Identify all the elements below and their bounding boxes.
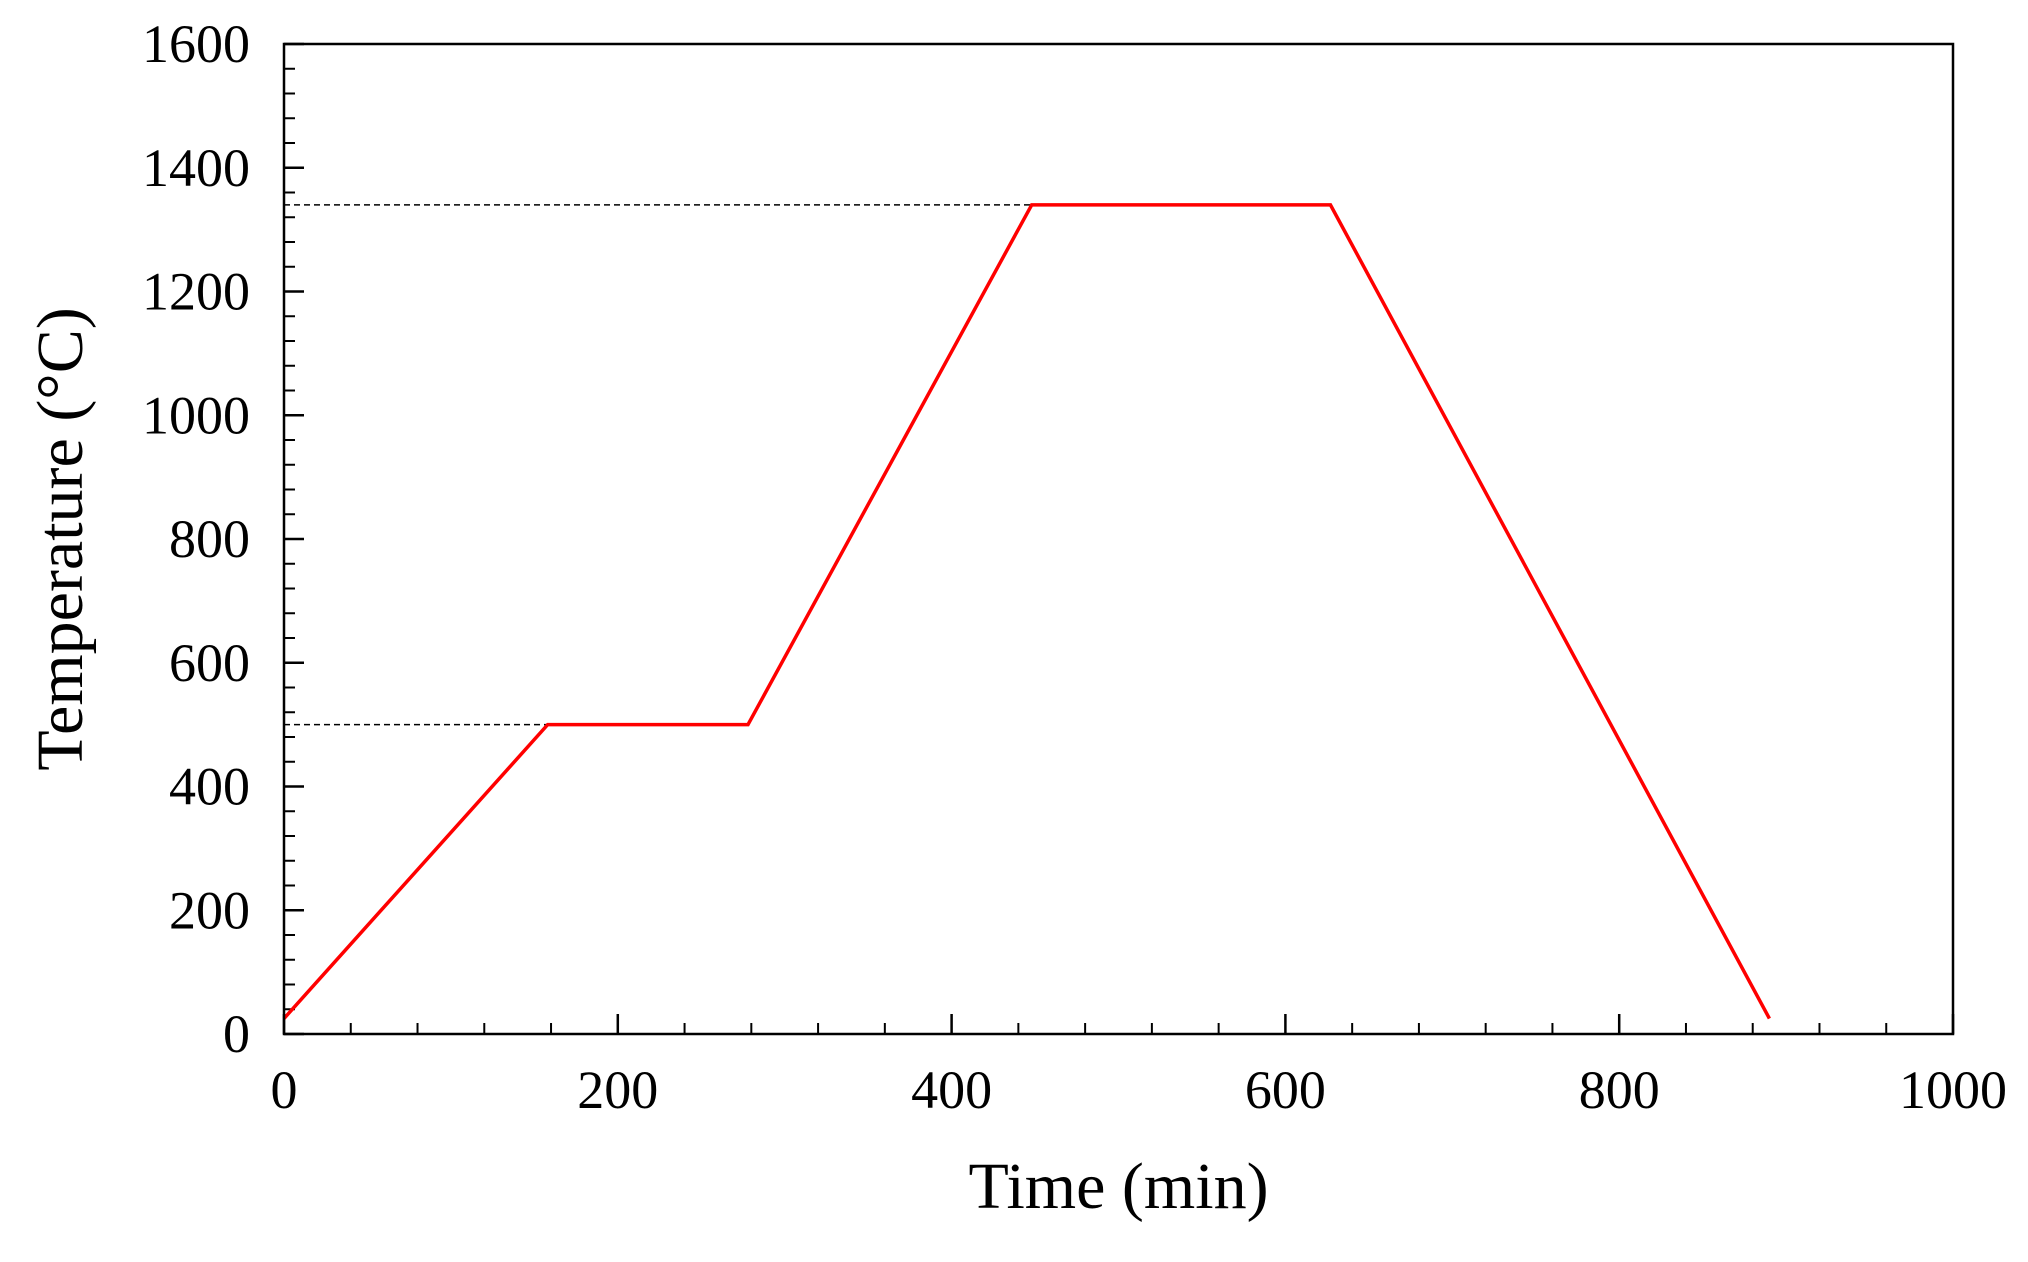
y-tick-label: 400: [169, 757, 250, 817]
x-tick-label: 200: [577, 1060, 658, 1120]
y-tick-label: 800: [169, 509, 250, 569]
y-tick-label: 200: [169, 880, 250, 940]
x-tick-label: 800: [1579, 1060, 1660, 1120]
minor-ticks: [284, 67, 1888, 1034]
x-tick-label: 1000: [1899, 1060, 2007, 1120]
reference-lines: [284, 204, 1032, 726]
x-tick-label: 600: [1245, 1060, 1326, 1120]
temperature-profile-line: [282, 203, 1771, 1020]
y-tick-label: 1200: [142, 262, 250, 322]
y-tick-label: 1600: [142, 14, 250, 74]
y-axis-title: Temperature (°C): [24, 307, 97, 770]
y-tick-label: 600: [169, 633, 250, 693]
x-tick-label: 0: [271, 1060, 298, 1120]
major-ticks: [282, 42, 1955, 1036]
y-tick-label: 1000: [142, 385, 250, 445]
x-tick-label: 400: [911, 1060, 992, 1120]
x-tick-labels: 0 200 400 600 800 1000: [271, 1060, 2008, 1120]
y-tick-labels: 0 200 400 600 800 1000 1200 1400 1600: [142, 14, 250, 1064]
plot-frame: [282, 42, 1955, 1036]
y-tick-label: 1400: [142, 138, 250, 198]
x-axis-title: Time (min): [968, 1150, 1268, 1223]
series-group: [282, 203, 1771, 1020]
y-tick-label: 0: [223, 1004, 250, 1064]
